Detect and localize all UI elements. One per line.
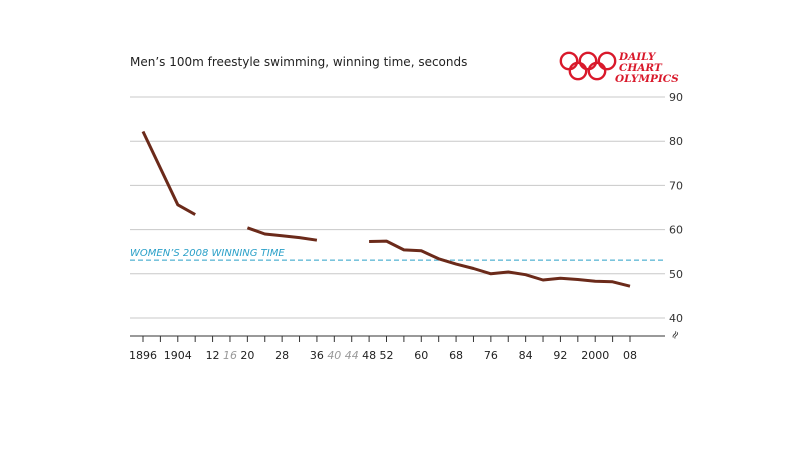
logo-ring-4 <box>568 61 588 81</box>
olympic-rings-icon <box>559 51 617 81</box>
olympics-logo: DAILY CHART OLYMPICS <box>559 51 679 85</box>
x-tick-label-1952: 52 <box>380 349 394 362</box>
logo-line-chart: CHART <box>619 62 663 74</box>
x-tick-label-1940: 40 <box>327 349 341 362</box>
x-tick-label-2000: 2000 <box>581 349 609 362</box>
x-tick-label-1896: 1896 <box>129 349 157 362</box>
y-tick-label-40: 40 <box>669 312 683 325</box>
reference-line-label: WOMEN’S 2008 WINNING TIME <box>130 248 285 259</box>
y-tick-label-70: 70 <box>669 179 683 192</box>
x-tick-label-1904: 1904 <box>164 349 192 362</box>
x-tick-label-1968: 68 <box>449 349 463 362</box>
x-tick-label-1976: 76 <box>484 349 498 362</box>
x-tick-label-1916: 16 <box>223 349 237 362</box>
logo-ring-5 <box>587 61 607 81</box>
x-tick-label-1960: 60 <box>414 349 428 362</box>
x-tick-label-1944: 44 <box>345 349 359 362</box>
series-group <box>141 130 631 288</box>
y-tick-label-60: 60 <box>669 224 683 237</box>
x-tick-label-1928: 28 <box>275 349 289 362</box>
x-tick-label-1936: 36 <box>310 349 324 362</box>
axis-break-icon: ≈ <box>667 328 683 342</box>
x-tick-label-1984: 84 <box>519 349 533 362</box>
logo-line-olympics: OLYMPICS <box>615 73 679 85</box>
logo-line-daily: DAILY <box>618 51 657 63</box>
logo-ring-2 <box>578 51 598 71</box>
reference-line-group: WOMEN’S 2008 WINNING TIME <box>130 248 665 261</box>
logo-ring-1 <box>559 51 579 71</box>
logo-ring-3 <box>597 51 617 71</box>
chart-title: Men’s 100m freestyle swimming, winning t… <box>130 55 467 69</box>
x-tick-label-1920: 20 <box>240 349 254 362</box>
x-tick-label-1992: 92 <box>553 349 567 362</box>
series-line-segment-2 <box>246 226 318 242</box>
x-axis: 1896 1904 12 16 20 28 36 40 44 48 52 60 68 76 84 92 2000… <box>129 335 665 362</box>
y-tick-label-90: 90 <box>669 91 683 104</box>
grid <box>130 96 665 319</box>
series-line-segment-3 <box>369 239 631 288</box>
y-axis-ticks: 90 80 70 60 50 40 <box>669 91 683 325</box>
x-tick-label-2008: 08 <box>623 349 637 362</box>
y-tick-label-50: 50 <box>669 268 683 281</box>
x-tick-label-1912: 12 <box>206 349 220 362</box>
x-tick-label-1948: 48 <box>362 349 376 362</box>
series-line-segment-1 <box>141 130 196 216</box>
y-tick-label-80: 80 <box>669 135 683 148</box>
